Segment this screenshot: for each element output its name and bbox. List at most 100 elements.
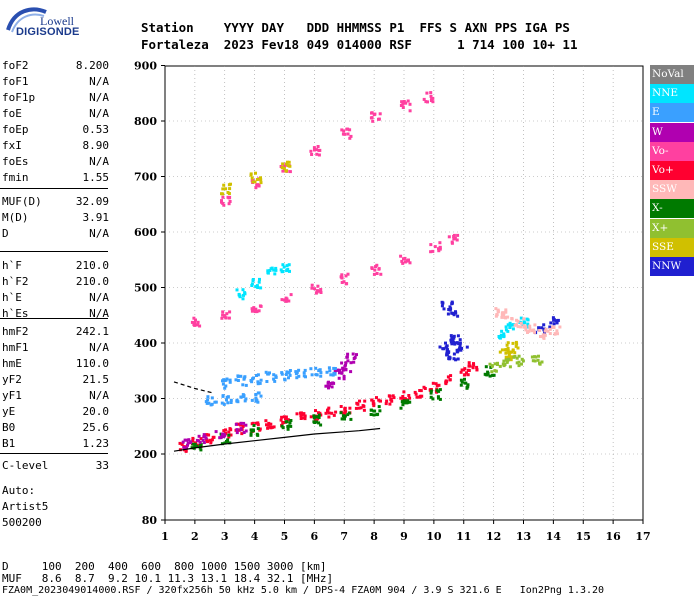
data-point [220, 442, 224, 446]
data-point [402, 401, 406, 405]
data-point [279, 418, 283, 422]
data-point [467, 361, 471, 365]
data-point [507, 355, 511, 359]
data-point [341, 368, 345, 372]
param-row: M(D) 3.91 [2, 210, 109, 226]
legend-item: SSE [650, 237, 694, 257]
data-point [239, 374, 243, 378]
data-point [280, 415, 284, 419]
data-point [226, 395, 230, 399]
data-point [523, 321, 527, 325]
param-value: 8.90 [82, 139, 110, 152]
data-point [541, 333, 545, 337]
data-point [329, 373, 333, 377]
param-value: 20.0 [82, 405, 110, 418]
data-point [345, 355, 349, 359]
param-row: yF1 N/A [2, 388, 109, 404]
data-point [328, 369, 332, 373]
data-point [517, 354, 521, 358]
data-point [554, 319, 558, 323]
data-point [498, 335, 501, 339]
data-point [267, 421, 271, 425]
data-point [314, 409, 317, 413]
data-point [493, 362, 497, 366]
data-point [221, 382, 225, 386]
param-row: foEp 0.53 [2, 122, 109, 138]
data-point [408, 109, 412, 113]
data-point [241, 425, 245, 428]
data-point [224, 384, 228, 388]
data-point [406, 400, 410, 404]
data-point [538, 329, 542, 332]
data-point [548, 332, 552, 335]
data-point [284, 169, 288, 173]
param-row: yF2 21.5 [2, 372, 109, 388]
data-point [266, 372, 270, 376]
data-point [243, 292, 247, 296]
param-value: N/A [89, 291, 109, 304]
data-point [352, 360, 356, 364]
data-point [222, 203, 226, 207]
data-point [286, 427, 290, 431]
data-point [228, 380, 232, 384]
x-tick-label: 11 [456, 530, 471, 543]
data-point [218, 436, 222, 440]
data-point [456, 314, 460, 318]
data-point [204, 436, 208, 440]
data-point [191, 442, 195, 446]
data-point [288, 373, 292, 377]
data-point [220, 200, 223, 204]
data-point [517, 364, 521, 368]
data-point [519, 325, 523, 329]
data-point [391, 394, 395, 398]
data-point [235, 431, 239, 435]
data-point [309, 149, 313, 153]
data-point [198, 324, 202, 328]
data-point [190, 320, 194, 324]
param-key: fxI [2, 139, 22, 152]
data-point [268, 371, 271, 375]
data-point [222, 433, 226, 437]
x-tick-label: 2 [191, 530, 199, 543]
data-point [282, 265, 286, 269]
data-point [372, 404, 376, 408]
data-point [315, 148, 319, 152]
data-point [287, 371, 291, 375]
data-point [314, 291, 318, 295]
profile-dashed-line [173, 381, 213, 394]
param-key: hmF1 [2, 341, 29, 354]
data-point [434, 382, 438, 386]
data-point [452, 336, 456, 340]
data-point [346, 359, 350, 363]
data-point [228, 378, 232, 382]
data-point [333, 369, 337, 373]
data-point [286, 418, 290, 422]
data-point [344, 361, 348, 365]
data-point [555, 321, 559, 325]
data-point [442, 307, 446, 311]
data-point [223, 315, 227, 318]
data-point [228, 200, 232, 203]
data-point [227, 430, 231, 434]
data-point [326, 408, 330, 412]
data-point [447, 308, 451, 311]
data-point [504, 351, 508, 355]
data-point [462, 373, 466, 377]
data-point [295, 376, 299, 380]
data-point [496, 308, 500, 312]
data-point [540, 360, 544, 364]
data-point [548, 327, 552, 331]
data-point [399, 406, 403, 410]
data-point [285, 264, 289, 268]
data-point [289, 293, 293, 297]
data-point [458, 346, 462, 350]
data-point [527, 329, 531, 333]
legend-item: Vo+ [650, 161, 694, 180]
data-point [384, 402, 388, 406]
data-point [190, 446, 194, 450]
data-point [199, 443, 203, 447]
data-point [401, 106, 405, 109]
data-point [390, 399, 394, 403]
data-point [297, 368, 301, 372]
data-point [506, 315, 510, 319]
